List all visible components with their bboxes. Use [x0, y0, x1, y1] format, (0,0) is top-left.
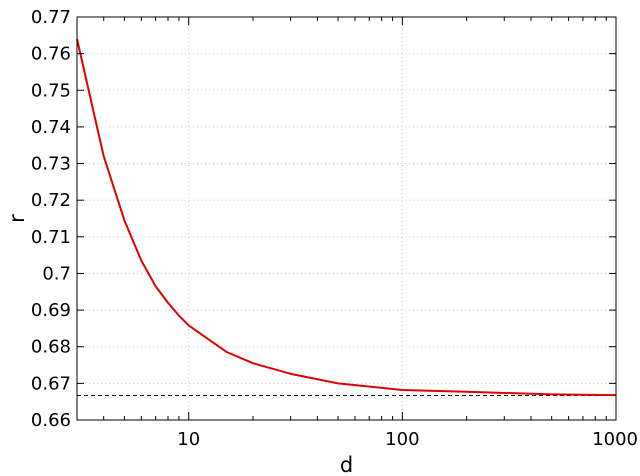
series-line-1: [76, 38, 617, 397]
y-axis-label: r: [5, 214, 29, 223]
y-tick-label: 0.67: [31, 373, 71, 394]
y-tick-label: 0.75: [31, 80, 71, 101]
x-tick-label: 1000: [592, 429, 638, 450]
x-tick-label: 100: [385, 429, 419, 450]
y-tick-label: 0.68: [31, 337, 71, 358]
y-tick-label: 0.66: [31, 410, 71, 431]
y-tick-label: 0.74: [31, 117, 71, 138]
x-tick-label: 10: [177, 429, 200, 450]
plot-frame: [76, 16, 617, 421]
y-tick-label: 0.7: [42, 263, 71, 284]
axis-ticks: 0.66 0.67 0.68 0.69 0.7 0.71 0.72 0.73 0.74 0.75 0…: [31, 7, 638, 450]
y-tick-label: 0.72: [31, 190, 71, 211]
y-tick-label: 0.73: [31, 154, 71, 175]
y-tick-label: 0.69: [31, 300, 71, 321]
data-series: [76, 38, 617, 397]
y-tick-label: 0.76: [31, 44, 71, 65]
grid-lines: [77, 17, 616, 420]
y-tick-label: 0.71: [31, 227, 71, 248]
y-tick-label: 0.77: [31, 7, 71, 28]
x-axis-label: d: [340, 453, 353, 476]
